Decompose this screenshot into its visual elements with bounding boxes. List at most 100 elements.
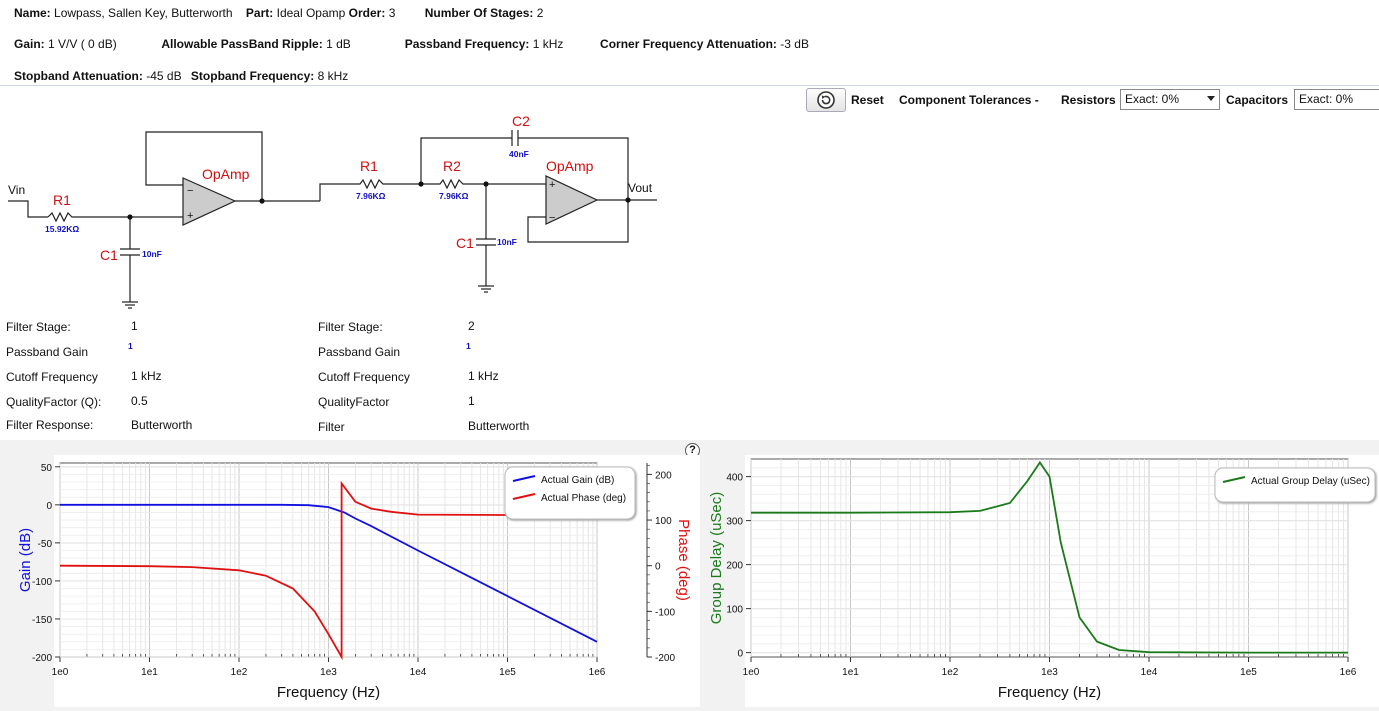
y2-tick-label: 200 [655,470,672,481]
y-tick-label: -200 [32,653,52,664]
stopband-frequency-label: Stopband Frequency: [190,69,315,83]
y2-tick-label: 0 [655,562,661,573]
stage2-response-value: Butterworth [468,419,530,433]
y2-tick-label: -100 [655,607,675,618]
stage2-r1-value: 7.96KΩ [356,191,386,201]
stage2-q-value: 1 [468,394,475,408]
legend-swatch [1222,476,1246,483]
order-label: Order: [348,6,386,20]
y-tick-label: -150 [32,615,52,626]
gain-phase-chart[interactable]: 1e0 1e1 1e2 1e3 1e4 1e5 1e6 50 0 -50 -100 -150 -200 2… [0,455,700,711]
stage1-cutoff-value: 1 kHz [131,369,162,383]
stage1-response-value: Butterworth [131,418,193,432]
stage2-minus: − [549,212,555,224]
stage2-opamp-label: OpAmp [546,158,594,174]
corner-attenuation-value: -3 dB [780,37,809,51]
stage1-r1-value: 15.92KΩ [45,224,79,234]
stage1-r1-label: R1 [53,192,71,208]
ripple-label: Allowable PassBand Ripple: [161,37,323,51]
stage2-c2-label: C2 [512,114,530,129]
corner-attenuation-label: Corner Frequency Attenuation: [600,37,777,51]
stopband-attenuation-value: -45 dB [146,69,182,83]
stage2-c1-value: 10nF [497,237,517,247]
x-tick-label: 1e2 [942,667,959,678]
reset-button[interactable]: Reset [851,93,884,107]
stage2-c1-label: C1 [456,235,474,251]
stage1-opamp-label: OpAmp [202,166,250,182]
stage1-gain-value: 1 [128,341,133,351]
y-axis-label: Gain (dB) [17,528,34,592]
tolerance-toolbar: Reset Component Tolerances - Resistors E… [0,86,1379,114]
gain-label: Gain: [14,37,45,51]
stage1-q-value: 0.5 [131,394,148,408]
stage2-r2-label: R2 [443,158,461,174]
y2-tick-label: -200 [655,653,675,664]
stages-label: Number Of Stages: [424,6,534,20]
y-tick-label: 200 [726,561,743,572]
legend-swatch [512,493,536,500]
name-label: Name: [14,6,51,20]
x-tick-label: 1e6 [1340,667,1357,678]
vin-label: Vin [8,183,25,197]
y-tick-label: 0 [737,649,743,660]
passband-frequency-label: Passband Frequency: [404,37,530,51]
stage2-cutoff-label: Cutoff Frequency [318,370,410,384]
stages-value: 2 [536,6,544,20]
legend-swatch [512,475,536,482]
gain-value: 1 V/V ( 0 dB) [48,37,117,51]
stage2-cutoff-value: 1 kHz [468,369,499,383]
part-value: Ideal Opamp [276,6,346,20]
y2-tick-label: 100 [655,516,672,527]
stage1-c1-value: 10nF [142,249,162,259]
stage1-plus: + [187,210,193,222]
stage2-r1-label: R1 [360,158,378,174]
vout-label: Vout [628,181,653,195]
y-tick-label: 100 [726,605,743,616]
x-tick-label: 1e5 [1240,667,1257,678]
stopband-attenuation-label: Stopband Attenuation: [14,69,143,83]
stage1-stage-value: 1 [131,319,138,333]
y-tick-label: 300 [726,517,743,528]
y-axis-label: Group Delay (uSec) [708,492,725,625]
legend-label: Actual Phase (deg) [541,493,626,504]
stage2-gain-label: Passband Gain [318,345,401,359]
part-label: Part: [245,6,274,20]
y-tick-label: 400 [726,473,743,484]
stage1-q-label: QualityFactor (Q): [6,395,102,409]
stage2-q-label: QualityFactor [318,395,390,409]
x-tick-label: 1e4 [1141,667,1158,678]
y-tick-label: -100 [32,577,52,588]
series-line [751,460,1348,654]
chevron-down-icon [1207,96,1215,101]
legend-label: Actual Group Delay (uSec) [1251,476,1370,487]
capacitors-label: Capacitors [1226,93,1289,107]
x-axis-label: Frequency (Hz) [277,684,380,701]
circuit-schematic: Vin Vout R1 15.92KΩ C1 10nF OpAmp − + R1… [8,114,657,309]
capacitors-tolerance-select[interactable]: Exact: 0% [1294,89,1379,110]
capacitors-tolerance-value: Exact: 0% [1299,92,1354,106]
x-tick-label: 1e2 [231,667,248,678]
x-tick-label: 1e1 [141,667,158,678]
stage1-cutoff-label: Cutoff Frequency [6,370,98,384]
filter-summary-header: Name: Lowpass, Sallen Key, Butterworth P… [0,0,1379,86]
order-value: 3 [388,6,396,20]
stage2-gain-value: 1 [466,341,471,351]
stage2-plus: + [549,179,555,191]
legend-box [504,466,636,520]
stage2-stage-label: Filter Stage: [318,320,383,334]
y2-axis-label: Phase (deg) [675,519,692,601]
stage1-response-label: Filter Response: [6,418,94,432]
resistors-tolerance-value: Exact: 0% [1125,92,1180,106]
reset-icon-button[interactable] [806,88,846,112]
stage1-minus: − [187,185,193,197]
resistors-tolerance-select[interactable]: Exact: 0% [1120,89,1220,110]
stage2-r2-value: 7.96KΩ [439,191,469,201]
x-tick-label: 1e0 [743,667,760,678]
group-delay-chart[interactable]: 1e0 1e1 1e2 1e3 1e4 1e5 1e6 400 300 200 100 0 Freque… [703,455,1379,711]
series-line [59,480,597,661]
x-tick-label: 1e3 [320,667,337,678]
legend-box [1214,467,1376,503]
stage2-stage-value: 2 [468,319,475,333]
passband-frequency-value: 1 kHz [532,37,564,51]
x-tick-label: 1e3 [1041,667,1058,678]
